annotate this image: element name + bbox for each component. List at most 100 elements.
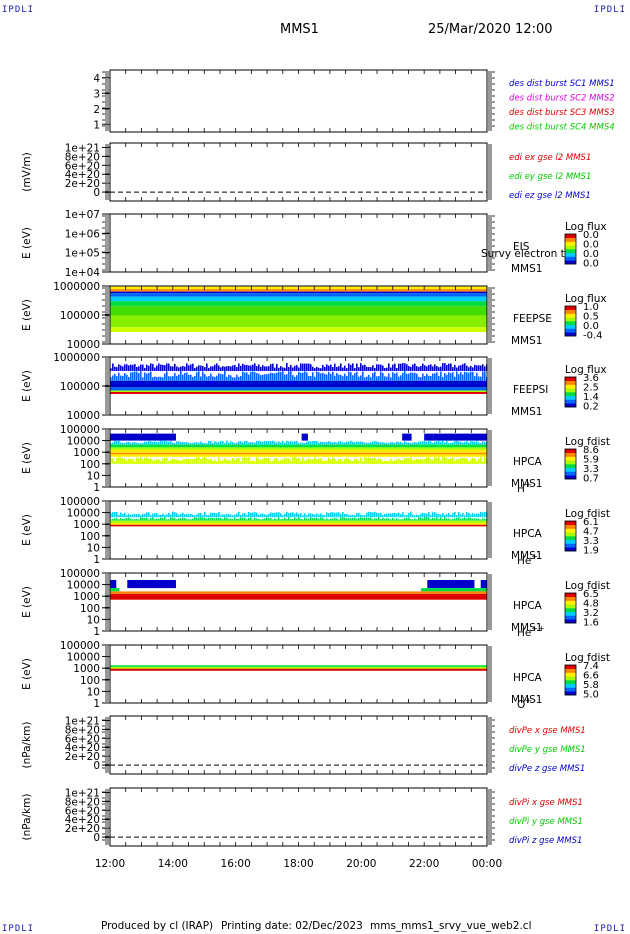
colorbar-title: Log fdist: [565, 652, 610, 664]
heatmap-band-p5: [196, 366, 198, 371]
heatmap-band-p6: [166, 441, 168, 445]
heatmap-band-p6: [202, 442, 204, 445]
heatmap-band-p6: [436, 457, 438, 464]
heatmap-band-p5: [320, 368, 322, 371]
y-tick-label: 4e+20: [65, 742, 100, 754]
panel-frame: [109, 213, 488, 273]
heatmap-band-p5: [172, 376, 174, 381]
heatmap-band-p6: [156, 442, 158, 445]
heatmap-band-p8: [480, 579, 487, 589]
heatmap-band-p6: [470, 441, 472, 445]
colorbar-swatch: [565, 672, 576, 677]
heatmap-band-p5: [258, 373, 260, 381]
x-tick-label: 12:00: [95, 858, 125, 870]
heatmap-band-p6: [370, 442, 372, 445]
colorbar-swatch: [565, 532, 576, 537]
heatmap-band-p6: [294, 441, 296, 445]
heatmap-band-p8: [421, 588, 487, 592]
y-tick-label: 1: [93, 698, 100, 710]
heatmap-band-p5: [290, 371, 292, 381]
heatmap-band-p7: [424, 513, 426, 518]
heatmap-band-p7: [408, 517, 410, 521]
colorbar-frame: [564, 664, 577, 696]
heatmap-band-p5: [482, 371, 484, 381]
footer-script-name: mms_mms1_srvy_vue_web2.cl: [370, 920, 532, 932]
heatmap-band-p5: [200, 376, 202, 381]
heatmap-band-p5: [112, 375, 114, 381]
heatmap-band-p6: [430, 441, 432, 445]
heatmap-band-p7: [194, 517, 196, 521]
heatmap-band-p5: [332, 366, 334, 371]
heatmap-band-p7: [356, 513, 358, 518]
heatmap-band-p6: [114, 440, 116, 445]
heatmap-band-p5: [298, 371, 300, 381]
heatmap-band-p5: [230, 366, 232, 371]
spacecraft-label: MMS1: [511, 263, 542, 275]
heatmap-band-p6: [266, 441, 268, 445]
heatmap-band-p5: [258, 364, 260, 371]
heatmap-band-p6: [306, 459, 308, 464]
colorbar-swatch: [565, 403, 576, 408]
heatmap-band-p5: [422, 373, 424, 381]
heatmap-band-p6: [230, 441, 232, 445]
heatmap-band-p6: [482, 461, 484, 464]
heatmap-band-p7: [426, 513, 428, 518]
colorbar-swatch: [565, 608, 576, 613]
heatmap-band-p6: [478, 442, 480, 445]
heatmap-band-p6: [172, 442, 174, 445]
heatmap-band-p5: [260, 366, 262, 371]
heatmap-band-p5: [250, 365, 252, 371]
heatmap-band-p6: [208, 441, 210, 445]
colorbar-swatch: [565, 668, 576, 673]
y-tick-label: 1: [93, 554, 100, 566]
heatmap-band-p5: [208, 367, 210, 371]
heatmap-band-p5: [304, 363, 306, 371]
heatmap-band-p5: [344, 365, 346, 371]
heatmap-band-p6: [352, 441, 354, 445]
heatmap-band-p4: [110, 315, 487, 328]
colorbar-swatch: [565, 324, 576, 329]
heatmap-band-p6: [380, 459, 382, 464]
heatmap-band-p5: [174, 373, 176, 381]
heatmap-band-p5: [456, 367, 458, 371]
heatmap-band-p6: [178, 441, 180, 445]
heatmap-band-p6: [248, 457, 250, 464]
heatmap-band-p6: [276, 442, 278, 445]
heatmap-band-p7: [350, 514, 352, 518]
heatmap-band-p7: [162, 517, 164, 521]
heatmap-band-p6: [200, 441, 202, 445]
heatmap-band-p7: [166, 519, 168, 521]
heatmap-band-p6: [298, 458, 300, 464]
heatmap-band-p7: [230, 518, 232, 521]
heatmap-band-p6: [284, 442, 286, 445]
heatmap-band-p6: [198, 457, 200, 464]
heatmap-band-p7: [176, 513, 178, 518]
heatmap-band-p7: [382, 515, 384, 518]
heatmap-band-p7: [364, 515, 366, 518]
heatmap-band-p6: [138, 458, 140, 464]
colorbar-tick-label: 8.6: [583, 445, 599, 456]
heatmap-band-p5: [314, 376, 316, 381]
heatmap-band-p5: [124, 364, 126, 371]
heatmap-band-p5: [360, 363, 362, 371]
colorbar-tick-label: 6.5: [583, 589, 599, 600]
heatmap-band-p7: [458, 517, 460, 521]
heatmap-band-p7: [266, 517, 268, 521]
heatmap-band-p5: [322, 364, 324, 371]
colorbar-swatch: [565, 683, 576, 688]
heatmap-band-p6: [328, 441, 330, 445]
corner-label-bottom-left: IPDLI: [2, 924, 35, 934]
y-tick-label: 100000: [60, 496, 100, 508]
heatmap-band-p6: [228, 442, 230, 445]
heatmap-band-p5: [414, 363, 416, 371]
heatmap-band-p5: [316, 366, 318, 371]
colorbar-tick-label: 5.8: [583, 680, 599, 691]
heatmap-band-p5: [114, 373, 116, 381]
heatmap-band-p5: [292, 367, 294, 371]
y-tick-label: 1: [93, 482, 100, 494]
heatmap-band-p5: [268, 366, 270, 371]
heatmap-band-p7: [292, 512, 294, 518]
heatmap-band-p5: [432, 373, 434, 381]
heatmap-band-p5: [238, 363, 240, 371]
heatmap-band-p8: [110, 591, 487, 594]
